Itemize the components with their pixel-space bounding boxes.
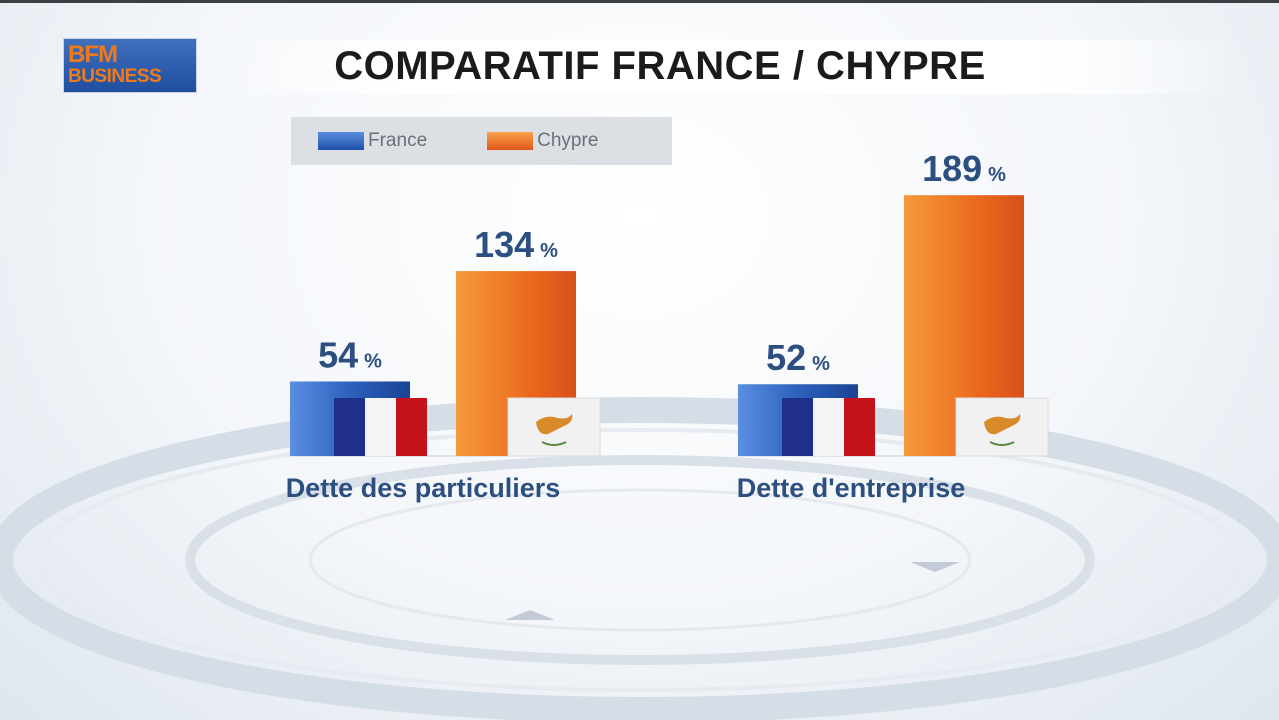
bfm-business-logo: BFM BUSINESS bbox=[63, 38, 197, 93]
legend-label-france: France bbox=[368, 130, 428, 151]
legend: France Chypre bbox=[291, 117, 672, 165]
legend-item-chypre: Chypre bbox=[487, 130, 598, 152]
flag-france-blue bbox=[782, 398, 813, 456]
flag-france-red bbox=[844, 398, 875, 456]
logo-line-1: BFM bbox=[68, 40, 118, 68]
category-label-1: Dette d'entreprise bbox=[737, 473, 966, 503]
legend-swatch-chypre bbox=[487, 132, 534, 150]
flag-cyprus-olive-branches bbox=[989, 441, 1015, 446]
legend-swatch-france bbox=[318, 132, 364, 150]
flag-france-blue bbox=[334, 398, 365, 456]
value-label-france-0: 54% bbox=[318, 334, 382, 375]
chart-title: COMPARATIF FRANCE / CHYPRE bbox=[334, 44, 986, 88]
flag-cyprus-island bbox=[536, 414, 573, 435]
title-bar bbox=[208, 40, 1238, 94]
flag-france-white bbox=[813, 398, 844, 456]
category-label-0: Dette des particuliers bbox=[286, 473, 561, 503]
france-flag-icon bbox=[782, 398, 875, 456]
cyprus-flag-icon bbox=[507, 397, 601, 457]
cyprus-flag-icon bbox=[955, 397, 1049, 457]
logo-line-2: BUSINESS bbox=[68, 65, 162, 87]
value-label-chypre-0: 134% bbox=[474, 224, 558, 265]
flag-france-white bbox=[365, 398, 396, 456]
flag-cyprus-island bbox=[984, 414, 1021, 435]
flag-france-red bbox=[396, 398, 427, 456]
legend-item-france: France bbox=[318, 130, 427, 152]
top-border bbox=[0, 0, 1279, 3]
flag-cyprus-olive-branches bbox=[541, 441, 567, 446]
legend-label-chypre: Chypre bbox=[537, 130, 599, 151]
value-label-chypre-1: 189% bbox=[922, 148, 1006, 189]
value-label-france-1: 52% bbox=[766, 337, 830, 378]
france-flag-icon bbox=[334, 398, 427, 456]
